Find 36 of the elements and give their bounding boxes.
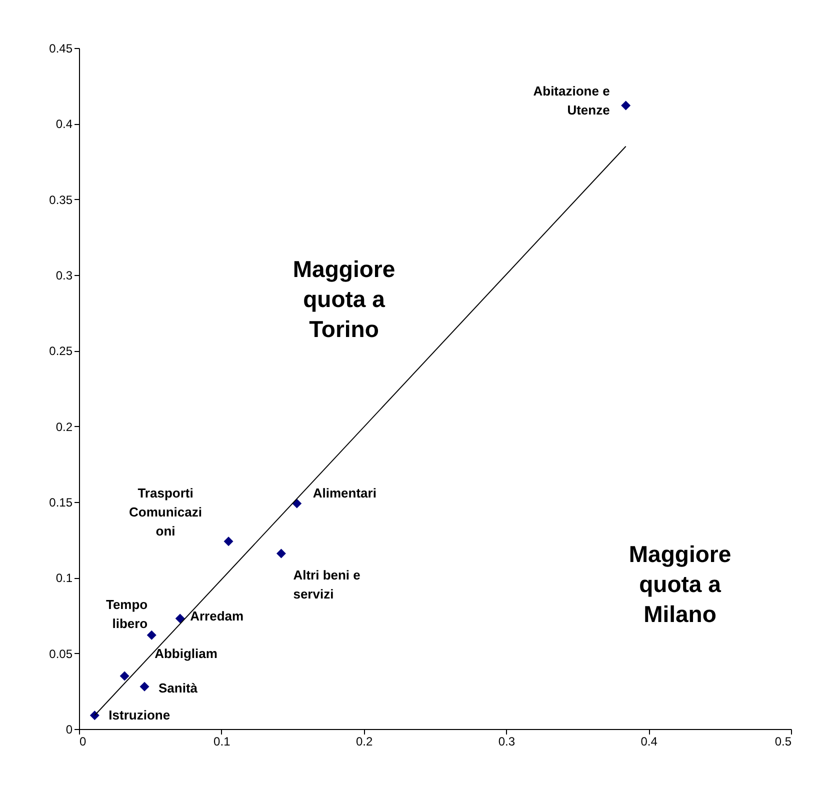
point [621, 100, 631, 110]
x-tick-label: 0 [80, 734, 86, 748]
x-tick-label: 0.1 [214, 734, 231, 748]
point [146, 630, 156, 640]
y-tick-label: 0.25 [49, 344, 73, 358]
y-tick-label: 0.1 [56, 571, 73, 586]
point [224, 536, 234, 546]
annotation: Abitazione e Utenze [533, 84, 610, 118]
annotation: Altri beni e servizi [293, 567, 360, 602]
point [140, 682, 150, 692]
x-tick-label: 0.4 [640, 734, 658, 748]
annotation: Sanità [158, 680, 198, 696]
annotation: Maggiore quota a Torino [292, 256, 396, 342]
point [292, 498, 302, 508]
y-tick-label: 0.35 [49, 192, 73, 207]
point [175, 614, 185, 624]
point [276, 548, 286, 558]
annotation: Alimentari [312, 486, 376, 501]
annotation: Istruzione [108, 707, 170, 722]
y-tick-label: 0.15 [49, 496, 73, 510]
x-tick-label: 0.3 [498, 734, 516, 748]
y-tick-label: 0 [66, 722, 73, 736]
annotation: Tempo libero [106, 597, 148, 632]
point [120, 671, 130, 681]
y-tick-label: 0.3 [56, 268, 73, 282]
x-tick-label: 0.5 [774, 734, 792, 748]
annotation: Arredam [190, 608, 244, 624]
y-tick-label: 0.45 [49, 42, 73, 56]
annotation: Maggiore quota a Milano [628, 541, 732, 627]
y-tick-label: 0.05 [49, 646, 73, 661]
x-tick-label: 0.2 [356, 734, 373, 748]
annotation: Abbigliam [154, 646, 218, 662]
y-tick-label: 0.4 [56, 117, 73, 132]
y-tick-label: 0.2 [56, 420, 73, 434]
annotation: Trasporti Comunicazi oni [129, 485, 202, 538]
point [90, 710, 100, 720]
